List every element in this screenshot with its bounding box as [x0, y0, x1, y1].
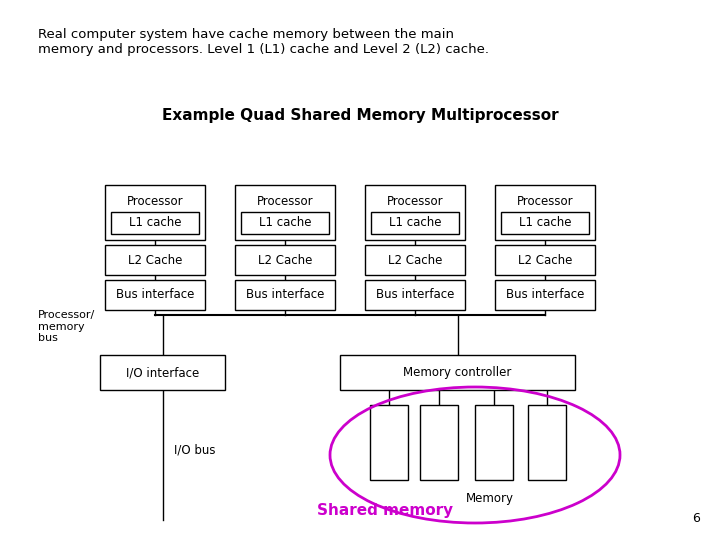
Bar: [501, 212, 589, 234]
Bar: [528, 405, 566, 480]
Text: L2 Cache: L2 Cache: [258, 253, 312, 267]
Bar: [495, 280, 595, 310]
Text: Processor: Processor: [517, 195, 573, 208]
Text: L2 Cache: L2 Cache: [518, 253, 572, 267]
Bar: [105, 245, 205, 275]
Text: Example Quad Shared Memory Multiprocessor: Example Quad Shared Memory Multiprocesso…: [162, 108, 558, 123]
Text: Memory controller: Memory controller: [403, 366, 512, 379]
Bar: [241, 212, 329, 234]
Text: Shared memory: Shared memory: [317, 503, 453, 517]
Bar: [235, 185, 335, 240]
Text: L1 cache: L1 cache: [389, 217, 441, 230]
Text: Real computer system have cache memory between the main
memory and processors. L: Real computer system have cache memory b…: [38, 28, 489, 56]
Bar: [111, 212, 199, 234]
Bar: [105, 280, 205, 310]
Bar: [105, 185, 205, 240]
Text: Processor: Processor: [257, 195, 313, 208]
Text: Memory: Memory: [466, 492, 514, 505]
Text: Processor/
memory
bus: Processor/ memory bus: [38, 310, 95, 343]
Bar: [100, 355, 225, 390]
Bar: [420, 405, 458, 480]
Text: I/O interface: I/O interface: [126, 366, 199, 379]
Bar: [370, 405, 408, 480]
Bar: [495, 245, 595, 275]
Text: Bus interface: Bus interface: [376, 288, 454, 301]
Bar: [235, 280, 335, 310]
Text: Bus interface: Bus interface: [116, 288, 194, 301]
Bar: [365, 245, 465, 275]
Text: L2 Cache: L2 Cache: [388, 253, 442, 267]
Bar: [371, 212, 459, 234]
Text: L1 cache: L1 cache: [258, 217, 311, 230]
Bar: [475, 405, 513, 480]
Bar: [365, 280, 465, 310]
Text: Processor: Processor: [387, 195, 444, 208]
Text: L1 cache: L1 cache: [129, 217, 181, 230]
Text: Bus interface: Bus interface: [246, 288, 324, 301]
Bar: [340, 355, 575, 390]
Bar: [365, 185, 465, 240]
Bar: [235, 245, 335, 275]
Bar: [495, 185, 595, 240]
Text: 6: 6: [692, 512, 700, 525]
Text: L1 cache: L1 cache: [518, 217, 571, 230]
Text: Processor: Processor: [127, 195, 184, 208]
Text: L2 Cache: L2 Cache: [128, 253, 182, 267]
Text: Bus interface: Bus interface: [506, 288, 584, 301]
Text: I/O bus: I/O bus: [174, 443, 216, 456]
